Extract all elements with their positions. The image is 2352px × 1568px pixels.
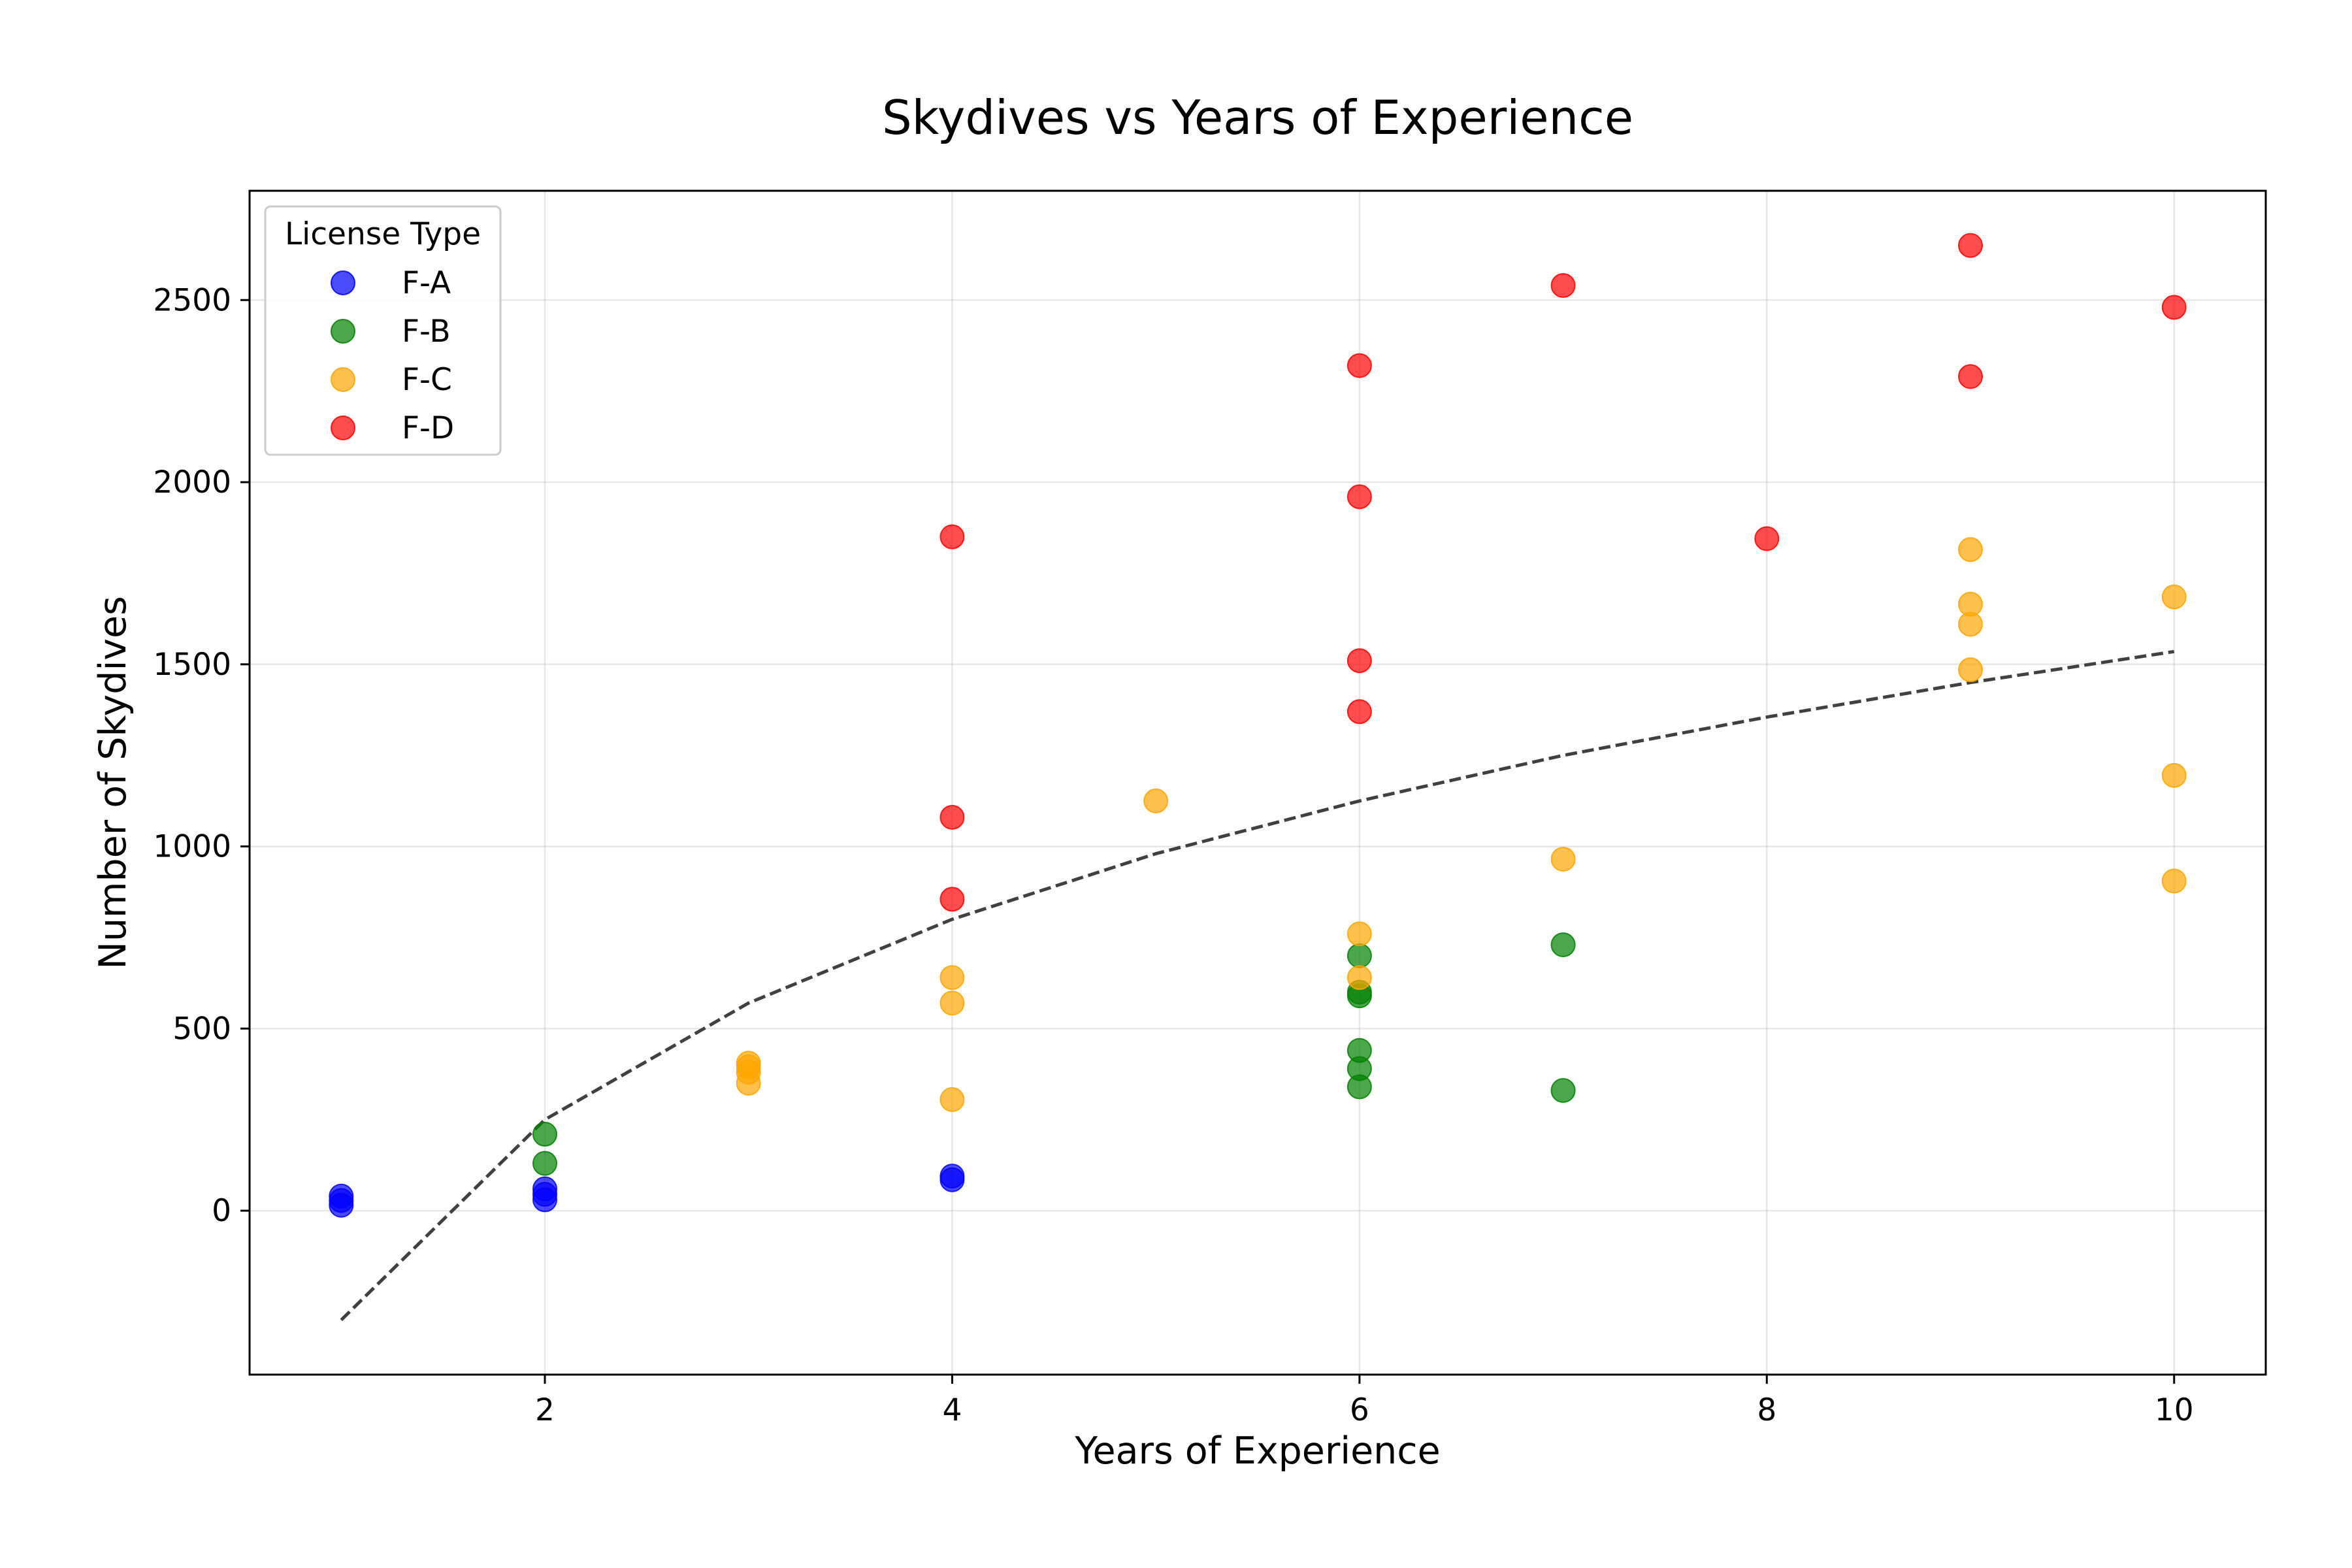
data-point <box>532 1151 557 1176</box>
plot-area-frame <box>248 189 2267 1376</box>
data-point <box>939 1087 965 1113</box>
series-f-d <box>939 233 2187 912</box>
data-point <box>1958 591 1984 617</box>
legend-title: License Type <box>285 216 481 252</box>
data-point <box>1958 657 1984 683</box>
trend-line-layer <box>340 649 2175 1322</box>
data-point <box>2161 762 2187 788</box>
data-point <box>939 524 965 549</box>
data-point <box>2161 295 2187 320</box>
data-point <box>1347 484 1372 510</box>
data-points <box>329 233 2187 1218</box>
data-point <box>939 990 965 1016</box>
legend-box <box>264 205 502 456</box>
legend-marker <box>331 270 355 295</box>
y-tick-label: 2000 <box>153 465 231 500</box>
data-point <box>939 887 965 912</box>
data-point <box>939 1164 965 1189</box>
x-axis-label: Years of Experience <box>1074 1429 1440 1473</box>
data-point <box>1550 272 1576 298</box>
data-point <box>1958 233 1984 258</box>
data-point <box>1550 1078 1576 1103</box>
x-tick-label: 2 <box>535 1392 555 1428</box>
data-point <box>329 1183 354 1209</box>
x-tick-label: 6 <box>1350 1392 1369 1428</box>
data-point <box>1347 1037 1372 1063</box>
data-point <box>1143 788 1169 813</box>
data-point <box>939 965 965 990</box>
y-tick-label: 2500 <box>153 282 231 318</box>
data-point <box>736 1051 761 1076</box>
data-point <box>1550 932 1576 958</box>
series-f-c <box>736 537 2187 1113</box>
data-point <box>532 1176 557 1201</box>
legend-label: F-D <box>402 410 454 446</box>
y-axis-label: Number of Skydives <box>91 596 135 970</box>
axis-ticks: 2 4 6 8 10 0 500 1000 1500 2000 2500 <box>153 282 2193 1428</box>
data-point <box>1754 526 1780 551</box>
y-tick-label: 1500 <box>153 647 231 683</box>
x-tick-label: 4 <box>942 1392 962 1428</box>
y-tick-label: 1000 <box>153 829 231 865</box>
legend-marker <box>331 319 355 344</box>
series-f-a <box>329 1164 965 1218</box>
data-point <box>532 1122 557 1147</box>
y-tick-label: 0 <box>212 1193 231 1229</box>
chart-title: Skydives vs Years of Experience <box>882 90 1633 145</box>
data-point <box>1347 699 1372 725</box>
legend-marker <box>331 367 355 392</box>
x-tick-label: 8 <box>1757 1392 1776 1428</box>
data-point <box>1347 943 1372 968</box>
data-point <box>1958 364 1984 389</box>
legend-items: F-A F-B F-C F-D <box>331 265 454 446</box>
trend-line <box>340 649 2175 1322</box>
data-point <box>2161 868 2187 894</box>
data-point <box>1347 965 1372 990</box>
data-point <box>1550 847 1576 872</box>
data-point <box>2161 584 2187 610</box>
legend-label: F-A <box>402 265 451 301</box>
series-f-b <box>532 932 1576 1176</box>
data-point <box>1347 648 1372 674</box>
legend-label: F-B <box>402 314 451 350</box>
data-point <box>1958 537 1984 563</box>
legend-marker <box>331 416 355 440</box>
y-tick-label: 500 <box>172 1011 231 1047</box>
data-point <box>1347 921 1372 947</box>
legend: License Type F-A F-B F-C F-D <box>264 205 502 456</box>
data-point <box>939 804 965 830</box>
data-point <box>1347 353 1372 378</box>
legend-label: F-C <box>402 362 452 398</box>
x-tick-label: 10 <box>2155 1392 2194 1428</box>
grid-lines <box>250 191 2266 1375</box>
